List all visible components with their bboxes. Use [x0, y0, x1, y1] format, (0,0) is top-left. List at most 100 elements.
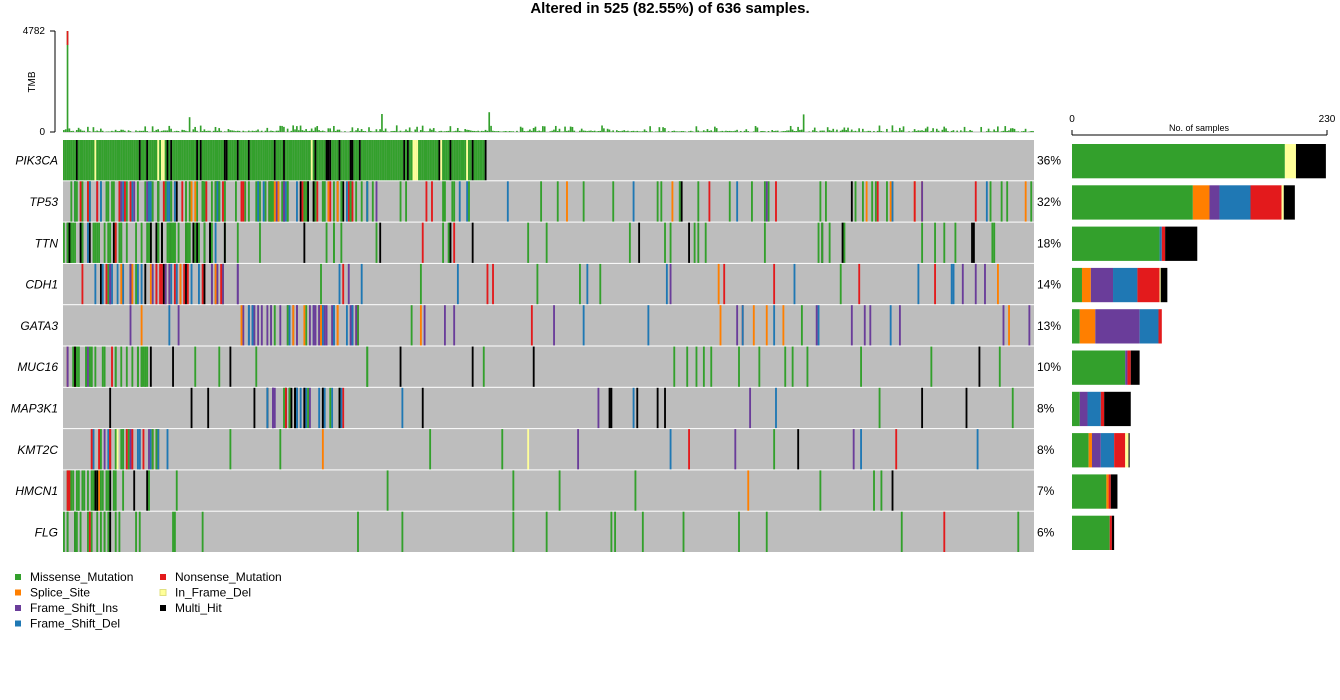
gene-label-gata3: GATA3 [20, 319, 58, 333]
matrix-cell-cdh1 [140, 263, 143, 305]
matrix-cell-pik3ca [275, 140, 278, 181]
tmb-bar [353, 131, 356, 132]
matrix-cell-gata3 [270, 305, 272, 346]
matrix-cell-pik3ca [225, 140, 228, 181]
matrix-cell-pik3ca [325, 140, 328, 181]
matrix-cell-ttn [421, 222, 424, 263]
tmb-bar [941, 129, 944, 132]
gene-label-cdh1: CDH1 [25, 278, 58, 292]
tmb-bar [791, 129, 794, 132]
matrix-cell-pik3ca [148, 140, 150, 181]
matrix-cell-pik3ca [140, 140, 143, 181]
matrix-cell-map3k1 [283, 387, 285, 429]
side-bar-hmcn1-splice_site [1106, 474, 1109, 509]
gene-percent-tp53: 32% [1037, 195, 1061, 209]
gene-label-flg: FLG [35, 525, 58, 539]
tmb-bar [408, 127, 411, 132]
side-bar-cdh1-nonsense_mutation [1137, 267, 1160, 303]
matrix-cell-gata3 [444, 305, 446, 346]
tmb-bar [303, 130, 306, 132]
tmb-bar [407, 130, 409, 132]
matrix-cell-ttn [140, 222, 143, 263]
matrix-cell-flg [614, 511, 617, 552]
matrix-cell-ttn [149, 222, 152, 263]
tmb-bar [553, 129, 555, 132]
tmb-bar [351, 127, 354, 132]
matrix-cell-gata3 [308, 305, 311, 346]
tmb-bar [1013, 128, 1016, 132]
matrix-cell-pik3ca [112, 140, 115, 181]
matrix-cell-flg [90, 511, 93, 552]
tmb-bar [331, 131, 333, 132]
matrix-cell-tp53 [989, 181, 992, 222]
matrix-cell-ttn [94, 222, 97, 263]
matrix-cell-flg [109, 511, 112, 552]
matrix-cell-ttn [81, 222, 84, 263]
matrix-cell-tp53 [99, 181, 102, 222]
matrix-cell-cdh1 [997, 263, 999, 305]
matrix-cell-cdh1 [669, 263, 672, 305]
matrix-cell-pik3ca [218, 140, 221, 181]
matrix-cell-pik3ca [351, 140, 354, 181]
matrix-cell-tp53 [284, 181, 287, 222]
matrix-cell-map3k1 [321, 387, 324, 429]
tmb-bar [571, 126, 574, 132]
matrix-cell-cdh1 [198, 263, 200, 305]
tmb-bar [943, 126, 946, 132]
matrix-cell-pik3ca [290, 140, 293, 181]
tmb-bar [566, 130, 568, 132]
matrix-cell-gata3 [312, 305, 315, 346]
matrix-cell-pik3ca [462, 140, 465, 181]
matrix-cell-cdh1 [175, 263, 178, 305]
tmb-bar [377, 131, 380, 132]
matrix-cell-tp53 [136, 181, 139, 222]
matrix-cell-muc16 [710, 346, 713, 387]
matrix-cell-flg [765, 511, 768, 552]
matrix-cell-ttn [92, 222, 95, 263]
matrix-cell-ttn [210, 222, 213, 263]
tmb-bar [236, 130, 239, 132]
matrix-cell-ttn [186, 222, 189, 263]
matrix-cell-pik3ca [316, 140, 319, 181]
tmb-bar [932, 128, 934, 132]
matrix-cell-pik3ca [323, 140, 326, 181]
matrix-cell-gata3 [253, 305, 256, 346]
matrix-cell-pik3ca [264, 140, 267, 181]
side-bar-pik3ca-missense_mutation [1072, 144, 1285, 179]
matrix-cell-pik3ca [471, 140, 474, 181]
matrix-cell-cdh1 [155, 263, 158, 305]
matrix-cell-pik3ca [469, 140, 472, 181]
legend-swatch-in_frame_del [159, 589, 167, 596]
matrix-cell-pik3ca [114, 140, 117, 181]
gene-percent-ttn: 18% [1037, 236, 1061, 250]
matrix-cell-cdh1 [190, 263, 193, 305]
matrix-cell-muc16 [998, 346, 1001, 387]
matrix-cell-flg [512, 511, 515, 552]
matrix-cell-ttn [638, 222, 641, 263]
tmb-bar [194, 126, 196, 132]
matrix-cell-cdh1 [773, 263, 776, 305]
matrix-cell-tp53 [671, 181, 674, 222]
matrix-cell-tp53 [349, 181, 352, 222]
matrix-cell-flg [610, 511, 613, 552]
matrix-cell-ttn [135, 222, 137, 263]
matrix-cell-pik3ca [305, 140, 308, 181]
matrix-cell-map3k1 [775, 387, 777, 429]
tmb-bar [628, 131, 631, 132]
tmb-bar [1017, 131, 1020, 132]
tmb-bar [549, 131, 552, 132]
matrix-cell-gata3 [240, 305, 243, 346]
tmb-bar [689, 130, 692, 132]
matrix-cell-pik3ca [227, 140, 230, 181]
matrix-cell-tp53 [122, 181, 125, 222]
tmb-bar [567, 130, 570, 132]
matrix-cell-gata3 [889, 305, 892, 346]
matrix-cell-ttn [527, 222, 530, 263]
matrix-cell-ttn [170, 222, 173, 263]
tmb-bar [858, 128, 860, 132]
matrix-cell-tp53 [451, 181, 454, 222]
tmb-bar [196, 130, 198, 132]
matrix-cell-cdh1 [144, 263, 147, 305]
legend-label-missense_mutation: Missense_Mutation [30, 570, 133, 584]
matrix-cell-tp53 [203, 181, 206, 222]
